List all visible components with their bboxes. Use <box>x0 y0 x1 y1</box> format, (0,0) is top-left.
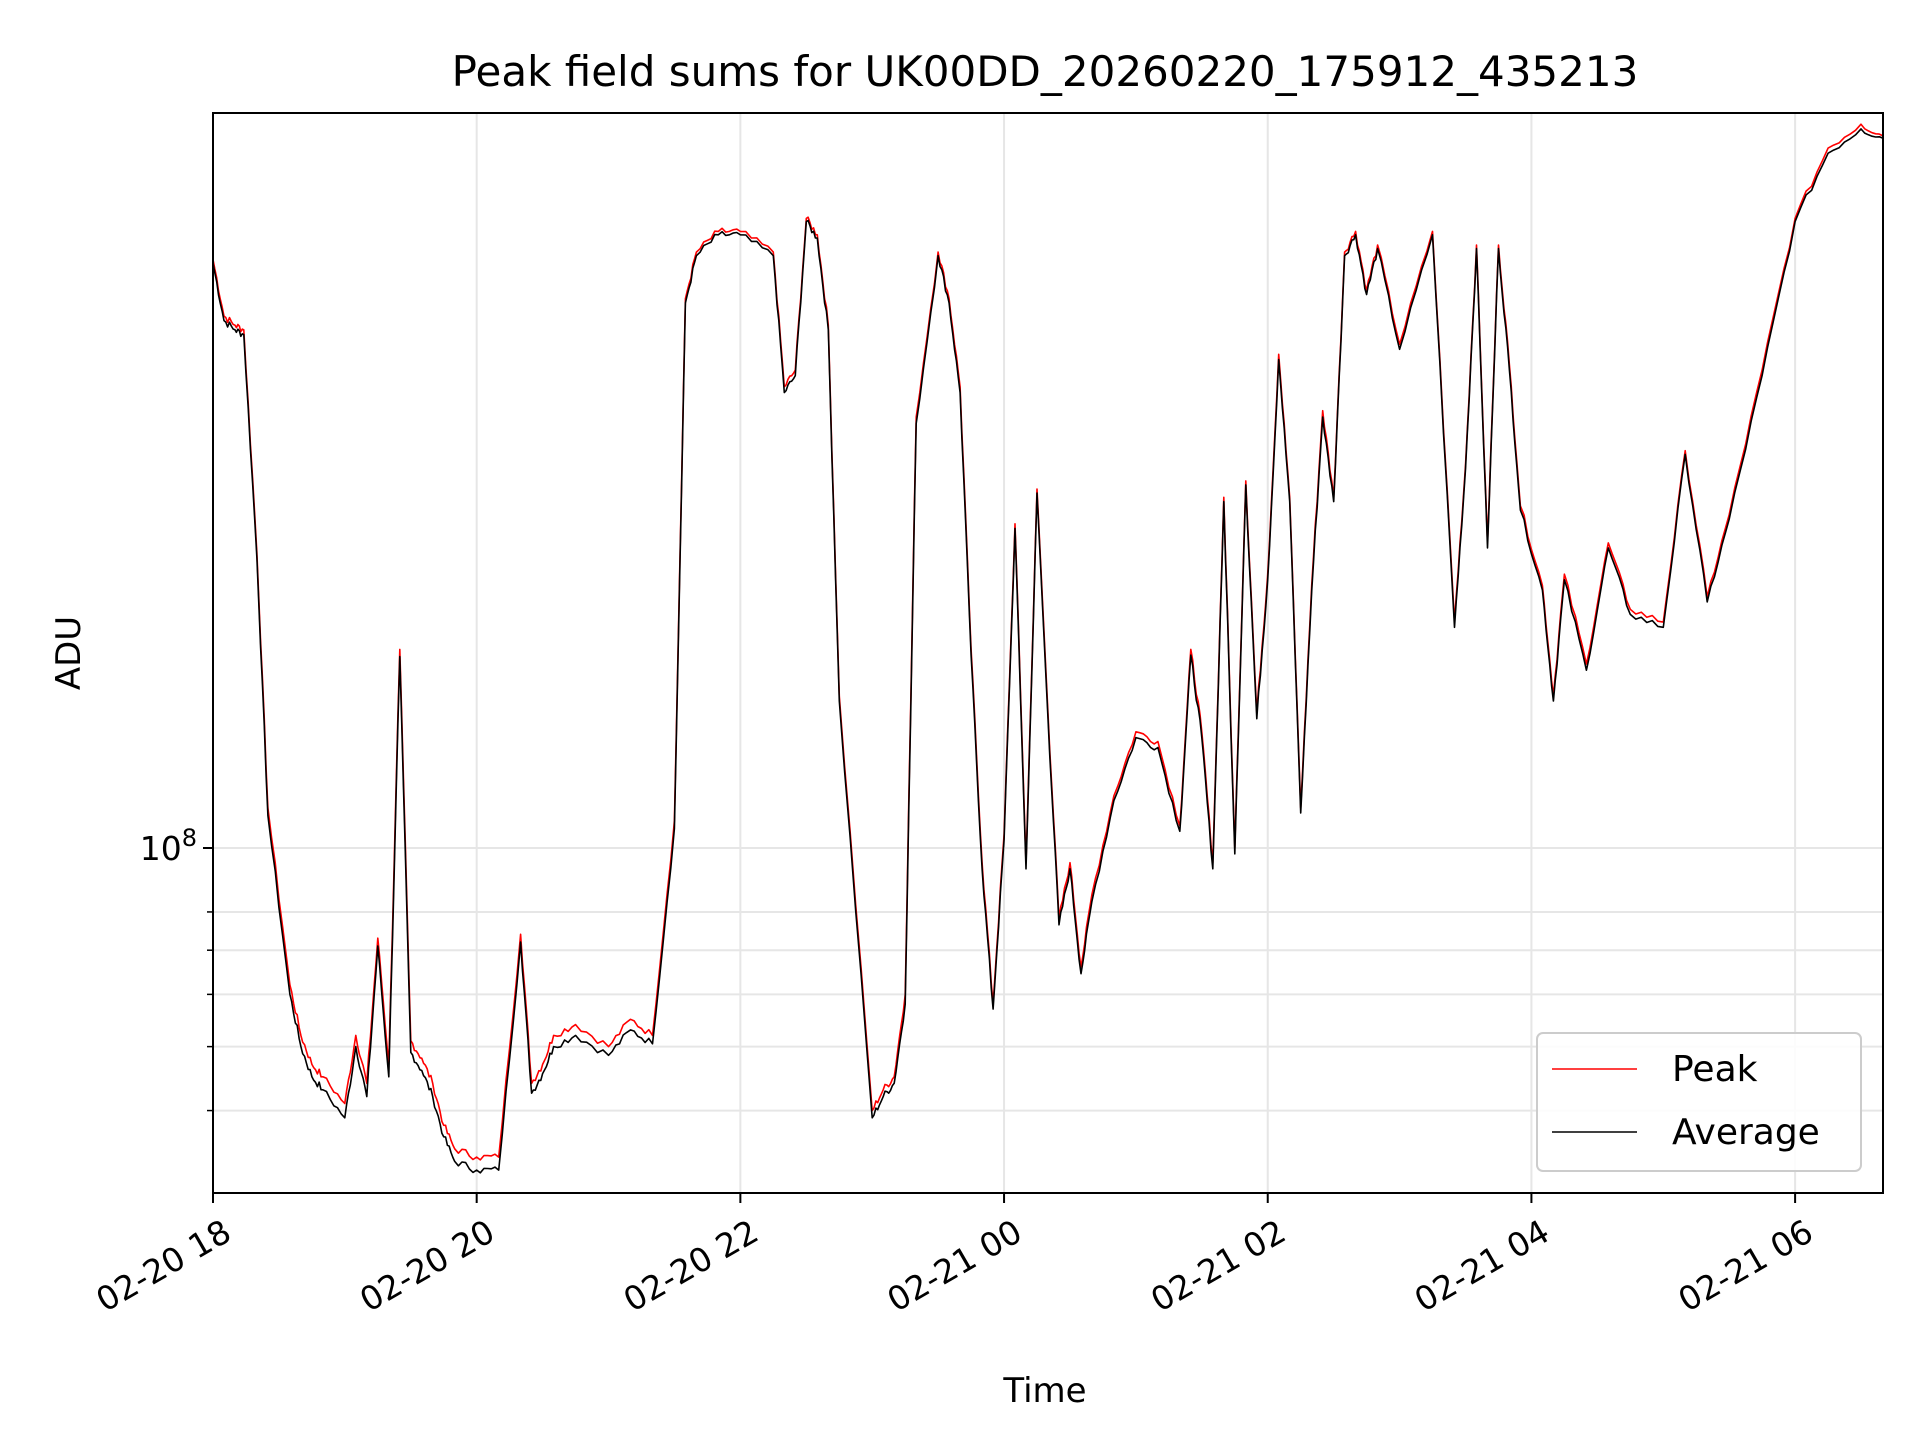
chart-title: Peak field sums for UK00DD_20260220_1759… <box>452 47 1639 96</box>
plot-frame <box>212 112 1884 1194</box>
legend-label-peak: Peak <box>1672 1049 1758 1090</box>
y-tick-label: 108 <box>140 824 197 868</box>
y-axis: 108 <box>140 824 213 1112</box>
legend-label-average: Average <box>1672 1112 1820 1153</box>
series-line-average <box>212 128 1884 1174</box>
y-axis-label: ADU <box>49 616 89 690</box>
series-layer <box>212 123 1884 1174</box>
x-axis-label: Time <box>1002 1371 1086 1411</box>
legend-box <box>1536 1032 1862 1172</box>
legend: Peak Average <box>1536 1032 1862 1172</box>
